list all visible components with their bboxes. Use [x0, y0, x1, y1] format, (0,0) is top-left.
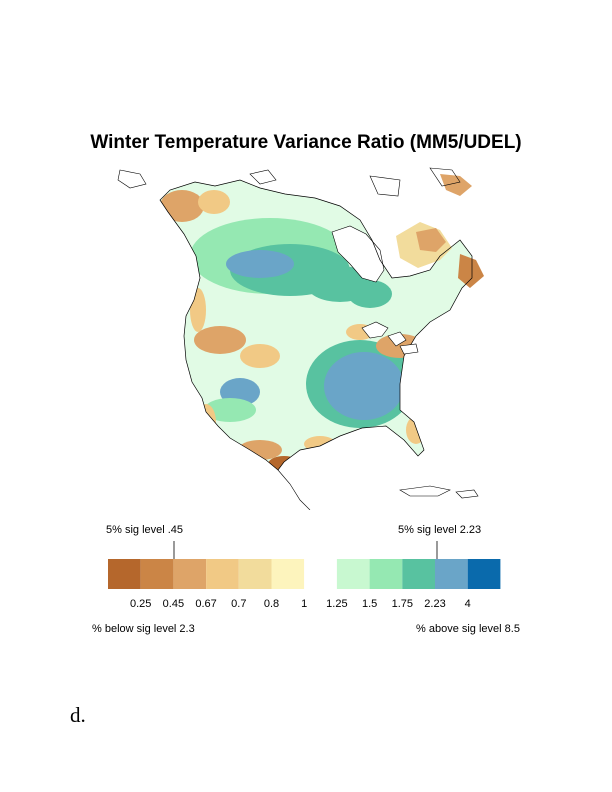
- colorbar-box-11: [467, 559, 501, 589]
- variance-field: [160, 180, 472, 470]
- colorbar-box-3: [206, 559, 239, 589]
- colorbar-box-6: [304, 559, 337, 589]
- colorbar-tick-label: 0.7: [231, 598, 247, 610]
- sig-level-high-label: 5% sig level 2.23: [398, 524, 482, 536]
- colorbar-box-8: [369, 559, 403, 589]
- great-lakes: [361, 321, 419, 355]
- coastline: [159, 179, 473, 471]
- central-america: [277, 469, 311, 510]
- sig-level-low-label: 5% sig level .45: [106, 524, 184, 536]
- colorbar-box-4: [238, 559, 272, 589]
- colorbar-box-10: [435, 559, 468, 589]
- colorbar: [108, 541, 501, 589]
- colorbar-tick-label: 1.75: [391, 598, 414, 610]
- colorbar-box-7: [336, 559, 370, 589]
- colorbar-tick-label: 1: [301, 598, 308, 610]
- caribbean-islands: [399, 485, 479, 499]
- colorbar-tick-label: 2.23: [424, 598, 446, 610]
- colorbar-tick-label: 1.25: [326, 598, 348, 610]
- colorbar-box-2: [173, 559, 207, 589]
- colorbar-tick-label: 1.5: [361, 598, 378, 610]
- colorbar-box-5: [271, 559, 305, 589]
- hudson-bay: [331, 225, 385, 283]
- colorbar-tick-label: 4: [464, 598, 471, 610]
- arctic-islands: [117, 167, 461, 197]
- colorbar-tick-label: 0.8: [263, 598, 280, 610]
- colorbar-box-0: [108, 559, 141, 589]
- colorbar-tick-label: 0.25: [129, 598, 152, 610]
- north-america-map: [117, 167, 484, 510]
- colorbar-tick-label: 0.45: [162, 598, 185, 610]
- colorbar-tick-label: 0.67: [195, 598, 217, 610]
- below-sig-label: % below sig level 2.3: [92, 623, 195, 635]
- quebec-labrador-field: [396, 174, 484, 288]
- above-sig-label: % above sig level 8.5: [416, 623, 520, 635]
- colorbar-box-9: [402, 559, 435, 589]
- chart-title: Winter Temperature Variance Ratio (MM5/U…: [90, 132, 522, 153]
- colorbar-box-1: [140, 559, 174, 589]
- panel-letter: d.: [70, 703, 86, 727]
